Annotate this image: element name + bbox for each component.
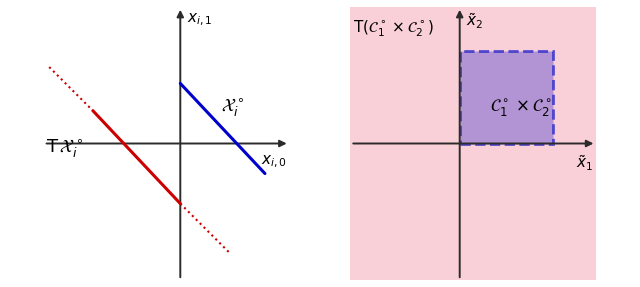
Bar <box>460 51 552 144</box>
Text: $x_{i,1}$: $x_{i,1}$ <box>187 11 212 28</box>
Text: $\tilde{x}_1$: $\tilde{x}_1$ <box>576 153 593 173</box>
Text: $\tilde{x}_2$: $\tilde{x}_2$ <box>467 11 483 31</box>
Text: $\mathrm{T}(\mathcal{C}_1^\circ \times \mathcal{C}_2^\circ)$: $\mathrm{T}(\mathcal{C}_1^\circ \times \… <box>353 19 434 39</box>
Text: $\mathcal{X}_i^\circ$: $\mathcal{X}_i^\circ$ <box>221 97 244 119</box>
Text: $\mathcal{C}_1^\circ \times \mathcal{C}_2^\circ$: $\mathcal{C}_1^\circ \times \mathcal{C}_… <box>490 97 552 119</box>
Text: $x_{i,0}$: $x_{i,0}$ <box>261 153 287 170</box>
Text: $\mathrm{T}\,\mathcal{X}_i^\circ$: $\mathrm{T}\,\mathcal{X}_i^\circ$ <box>47 138 83 160</box>
